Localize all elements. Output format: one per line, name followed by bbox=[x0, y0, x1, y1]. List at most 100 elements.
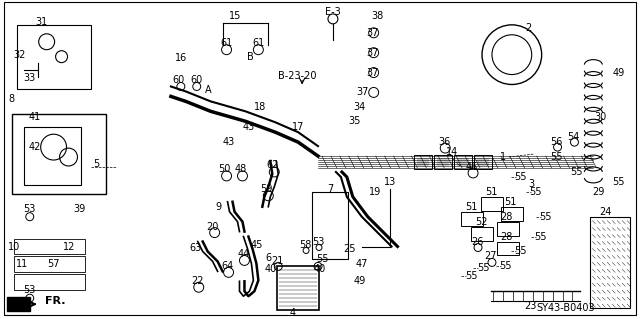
Text: 20: 20 bbox=[207, 222, 219, 232]
Polygon shape bbox=[7, 297, 29, 311]
Text: 34: 34 bbox=[354, 102, 366, 112]
Bar bbox=[14, 256, 85, 272]
Bar bbox=[477, 158, 489, 166]
Text: 25: 25 bbox=[344, 244, 356, 255]
Text: 55: 55 bbox=[540, 212, 552, 222]
Text: 45: 45 bbox=[250, 240, 262, 249]
Text: SY43-B0403: SY43-B0403 bbox=[536, 303, 595, 313]
Bar bbox=[14, 274, 85, 290]
Bar bbox=[24, 127, 81, 185]
Text: 26: 26 bbox=[471, 236, 483, 247]
Text: 59: 59 bbox=[260, 184, 273, 194]
Bar bbox=[312, 192, 348, 259]
Text: 41: 41 bbox=[29, 112, 41, 122]
Text: 55: 55 bbox=[550, 152, 563, 162]
Text: 23: 23 bbox=[525, 301, 537, 311]
Bar bbox=[12, 114, 106, 194]
Text: 55: 55 bbox=[316, 255, 328, 264]
Text: 55: 55 bbox=[612, 177, 625, 187]
Text: 1: 1 bbox=[500, 152, 506, 162]
Text: 47: 47 bbox=[356, 259, 368, 270]
Text: 29: 29 bbox=[592, 187, 605, 197]
Text: 55: 55 bbox=[500, 261, 512, 271]
Text: 43: 43 bbox=[243, 122, 255, 132]
Bar bbox=[471, 226, 493, 241]
Text: 38: 38 bbox=[372, 11, 384, 21]
Text: 58: 58 bbox=[299, 240, 311, 249]
Text: 27: 27 bbox=[484, 251, 497, 262]
Bar bbox=[457, 158, 469, 166]
Text: 49: 49 bbox=[612, 68, 624, 78]
Bar bbox=[481, 197, 503, 211]
Text: A: A bbox=[205, 85, 212, 95]
Text: 55: 55 bbox=[534, 232, 547, 241]
Text: 57: 57 bbox=[47, 259, 60, 270]
Text: 36: 36 bbox=[438, 137, 451, 147]
Text: 40: 40 bbox=[264, 264, 276, 274]
Text: 55: 55 bbox=[570, 167, 582, 177]
Text: 19: 19 bbox=[369, 187, 381, 197]
Text: E-3: E-3 bbox=[325, 7, 340, 17]
Text: 46: 46 bbox=[466, 162, 478, 172]
Text: 32: 32 bbox=[13, 50, 26, 60]
Text: 51: 51 bbox=[465, 202, 477, 212]
Text: 24: 24 bbox=[599, 207, 611, 217]
Text: B-23-20: B-23-20 bbox=[278, 70, 316, 80]
Text: 53: 53 bbox=[312, 236, 324, 247]
Text: 56: 56 bbox=[550, 137, 563, 147]
Text: 4: 4 bbox=[289, 308, 295, 318]
Text: 2: 2 bbox=[525, 23, 532, 33]
Text: 35: 35 bbox=[349, 116, 361, 126]
Text: 5: 5 bbox=[93, 159, 99, 169]
Text: 49: 49 bbox=[354, 276, 366, 286]
Text: 55: 55 bbox=[515, 172, 527, 182]
Text: 51: 51 bbox=[484, 187, 497, 197]
Text: 3: 3 bbox=[529, 179, 535, 189]
Text: 51: 51 bbox=[505, 197, 517, 207]
Text: 37: 37 bbox=[356, 87, 369, 97]
Text: 43: 43 bbox=[223, 137, 235, 147]
Text: 61: 61 bbox=[220, 38, 233, 48]
Text: 17: 17 bbox=[292, 122, 304, 132]
Text: 28: 28 bbox=[500, 232, 513, 241]
Text: 64: 64 bbox=[221, 261, 234, 271]
Text: 60: 60 bbox=[191, 75, 203, 85]
Text: 15: 15 bbox=[229, 11, 242, 21]
Text: 54: 54 bbox=[567, 132, 580, 142]
Bar bbox=[14, 239, 85, 255]
Text: 18: 18 bbox=[254, 102, 266, 112]
Text: 13: 13 bbox=[383, 177, 396, 187]
Text: 37: 37 bbox=[367, 28, 379, 38]
Bar bbox=[461, 212, 483, 226]
Text: 12: 12 bbox=[63, 241, 76, 251]
Bar bbox=[277, 266, 319, 310]
Text: 21: 21 bbox=[271, 256, 284, 266]
Bar bbox=[17, 25, 92, 89]
Text: 30: 30 bbox=[594, 112, 607, 122]
Bar bbox=[435, 155, 452, 169]
Text: 16: 16 bbox=[175, 53, 187, 63]
Text: 9: 9 bbox=[216, 202, 221, 212]
Bar bbox=[590, 217, 630, 308]
Text: 44: 44 bbox=[237, 249, 250, 259]
Text: 60: 60 bbox=[173, 75, 185, 85]
Bar bbox=[415, 155, 432, 169]
Text: 61: 61 bbox=[252, 38, 264, 48]
Text: B: B bbox=[247, 52, 254, 62]
Text: 8: 8 bbox=[9, 94, 15, 104]
Text: 62: 62 bbox=[266, 160, 278, 170]
Text: 37: 37 bbox=[367, 48, 379, 58]
Text: 39: 39 bbox=[74, 204, 86, 214]
Text: 53: 53 bbox=[24, 204, 36, 214]
Text: 55: 55 bbox=[465, 271, 477, 281]
Text: 40: 40 bbox=[314, 264, 326, 274]
Text: 55: 55 bbox=[529, 187, 542, 197]
Text: 33: 33 bbox=[24, 72, 36, 83]
Text: 22: 22 bbox=[191, 276, 204, 286]
Text: 28: 28 bbox=[500, 212, 513, 222]
Bar bbox=[417, 158, 429, 166]
Text: 55: 55 bbox=[515, 247, 527, 256]
Text: 6: 6 bbox=[265, 253, 271, 263]
Text: FR.: FR. bbox=[45, 296, 65, 306]
Bar bbox=[501, 207, 523, 221]
